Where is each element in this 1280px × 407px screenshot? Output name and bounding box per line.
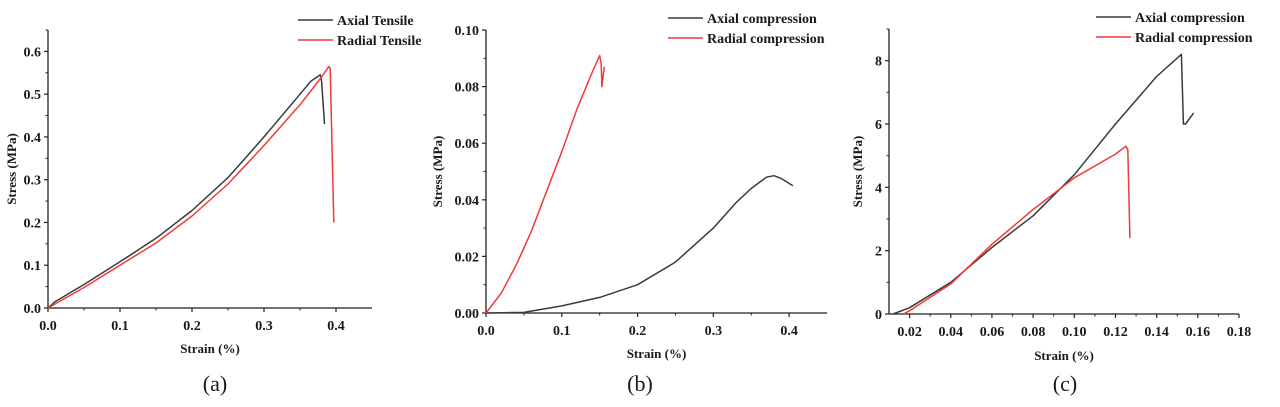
x-tick-label: 0.02 [897,325,922,340]
y-tick-label: 0 [875,308,882,323]
y-tick-label: 0.4 [24,131,42,146]
series-line-axial [47,74,326,309]
panel-label: (c) [1053,371,1077,396]
x-tick-label: 0.2 [183,319,201,334]
y-tick-label: 0.08 [455,81,480,96]
y-tick-label: 0.2 [24,216,42,231]
y-tick-label: 8 [875,55,882,70]
y-tick-label: 0.5 [24,88,42,103]
x-tick-label: 0.3 [255,319,273,334]
y-tick-label: 0.04 [455,194,480,209]
x-tick-label: 0.1 [111,319,129,334]
y-axis-label: Stress (MPa) [4,133,19,205]
x-tick-label: 0.0 [477,324,495,339]
y-tick-label: 0.6 [24,45,42,60]
legend-label: Radial Tensile [337,34,421,49]
panel-label: (b) [627,371,653,396]
series-line-radial [485,54,605,314]
x-axis-label: Strain (%) [627,346,687,361]
panel-label: (a) [203,371,227,396]
x-tick-label: 0.08 [1021,325,1046,340]
chart-panel-b: 0.0 0.1 0.2 0.3 0.4 0.00 0.02 0.04 0.06 0.08 0.10 S… [430,12,827,396]
x-tick-label: 0.3 [705,324,723,339]
legend-label: Radial compression [707,32,825,47]
x-tick-label: 0.0 [39,319,57,334]
legend-label: Axial compression [1135,11,1245,26]
y-tick-label: 0.0 [24,302,42,317]
series-line-axial [485,174,794,314]
x-tick-label: 0.04 [939,325,964,340]
x-tick-label: 0.12 [1103,325,1128,340]
y-axis-label: Stress (MPa) [430,136,445,208]
y-tick-label: 0.02 [455,250,480,265]
x-axis-label: Strain (%) [1034,348,1094,363]
x-tick-label: 0.2 [629,324,647,339]
x-tick-label: 0.1 [553,324,571,339]
y-tick-label: 0.10 [455,24,480,39]
y-tick-label: 0.1 [24,259,42,274]
legend-label: Radial compression [1135,31,1253,46]
y-tick-label: 0.06 [455,137,480,152]
x-tick-label: 0.14 [1144,325,1169,340]
y-tick-label: 2 [875,245,882,260]
legend-label: Axial compression [707,12,817,27]
legend-label: Axial Tensile [337,14,414,29]
series-line-radial [903,145,1131,315]
chart-panel-a: 0.0 0.1 0.2 0.3 0.4 0.0 0.1 0.2 0.3 0.4 0.5 0.6 Stra… [4,14,421,396]
series-line-radial [47,65,335,309]
series-line-axial [892,53,1195,315]
chart-panel-c: 0.02 0.04 0.06 0.08 0.10 0.12 0.14 0.16 0.18 0 2 4 6… [850,11,1253,396]
x-tick-label: 0.16 [1186,325,1211,340]
x-tick-label: 0.4 [780,324,798,339]
x-tick-label: 0.10 [1062,325,1087,340]
y-tick-label: 4 [875,181,882,196]
y-tick-label: 0.00 [455,307,480,322]
y-axis-label: Stress (MPa) [850,136,865,208]
y-tick-label: 6 [875,118,882,133]
y-tick-label: 0.3 [24,174,42,189]
x-tick-label: 0.18 [1227,325,1252,340]
x-tick-label: 0.4 [327,319,345,334]
x-tick-label: 0.06 [980,325,1005,340]
x-axis-label: Strain (%) [180,341,240,356]
